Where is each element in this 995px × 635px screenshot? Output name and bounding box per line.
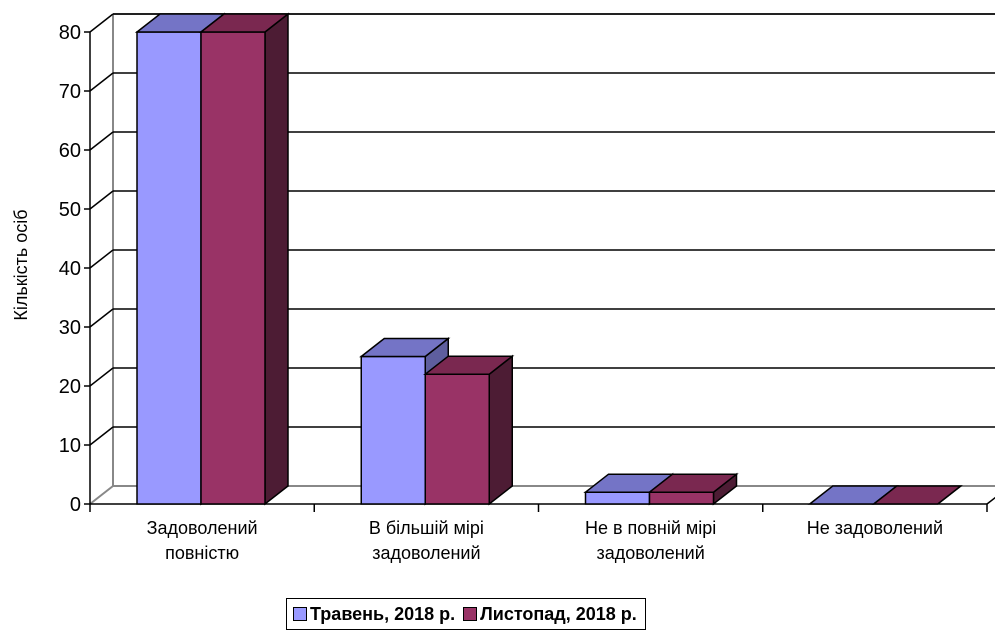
bar <box>647 472 739 506</box>
x-category-label: В більшій мірі задоволений <box>369 518 484 563</box>
gridline-diagonal <box>89 190 114 210</box>
bar-front-face <box>584 491 651 505</box>
floor-left-edge <box>89 485 114 505</box>
y-axis-title: Кількість осіб <box>11 209 31 320</box>
x-category-label: Не в повній мірі задоволений <box>585 518 716 563</box>
floor-right-edge <box>986 496 995 505</box>
bar <box>423 354 515 506</box>
y-tick-label: 0 <box>70 494 81 516</box>
bar-top-face <box>647 473 739 493</box>
legend-item-series-1: Травень, 2018 р. <box>293 604 455 625</box>
legend-label-series-1: Травень, 2018 р. <box>310 603 456 624</box>
legend-item-series-2: Листопад, 2018 р. <box>463 604 637 625</box>
x-category-label: Задоволений повністю <box>147 518 258 563</box>
gridline-diagonal <box>89 426 114 446</box>
legend-label-series-2: Листопад, 2018 р. <box>480 603 637 624</box>
legend-swatch-series-1 <box>293 607 307 621</box>
legend-swatch-series-2 <box>463 607 478 621</box>
y-tick-label: 60 <box>59 140 81 162</box>
bar-front-face <box>136 31 202 505</box>
y-tick-label: 10 <box>59 435 81 457</box>
legend: Травень, 2018 р. Листопад, 2018 р. <box>286 598 646 630</box>
gridline-diagonal <box>89 13 114 33</box>
y-tick-label: 70 <box>59 81 81 103</box>
x-category-label: Не задоволений <box>807 518 943 538</box>
bar-top-face <box>423 355 515 375</box>
bar-front-face <box>424 373 490 505</box>
y-tick-label: 80 <box>59 22 81 44</box>
gridline-diagonal <box>89 131 114 151</box>
bar-side-face <box>264 12 289 506</box>
bar <box>871 485 963 505</box>
y-tick-label: 50 <box>59 199 81 221</box>
y-tick-label: 30 <box>59 317 81 339</box>
gridline-diagonal <box>89 249 114 269</box>
bar-front-face <box>200 31 266 505</box>
bar-top-face <box>198 13 291 33</box>
gridline-diagonal <box>89 367 114 387</box>
gridline-diagonal <box>89 72 114 92</box>
bar-top-face <box>359 337 451 358</box>
bar-front-face <box>648 491 715 505</box>
bar-side-face <box>488 354 513 506</box>
gridline-diagonal <box>89 308 114 328</box>
bar-front-face <box>360 355 426 505</box>
y-tick-label: 20 <box>59 376 81 398</box>
bar <box>198 12 291 506</box>
bar-top-face <box>871 485 963 505</box>
y-tick-label: 40 <box>59 258 81 280</box>
